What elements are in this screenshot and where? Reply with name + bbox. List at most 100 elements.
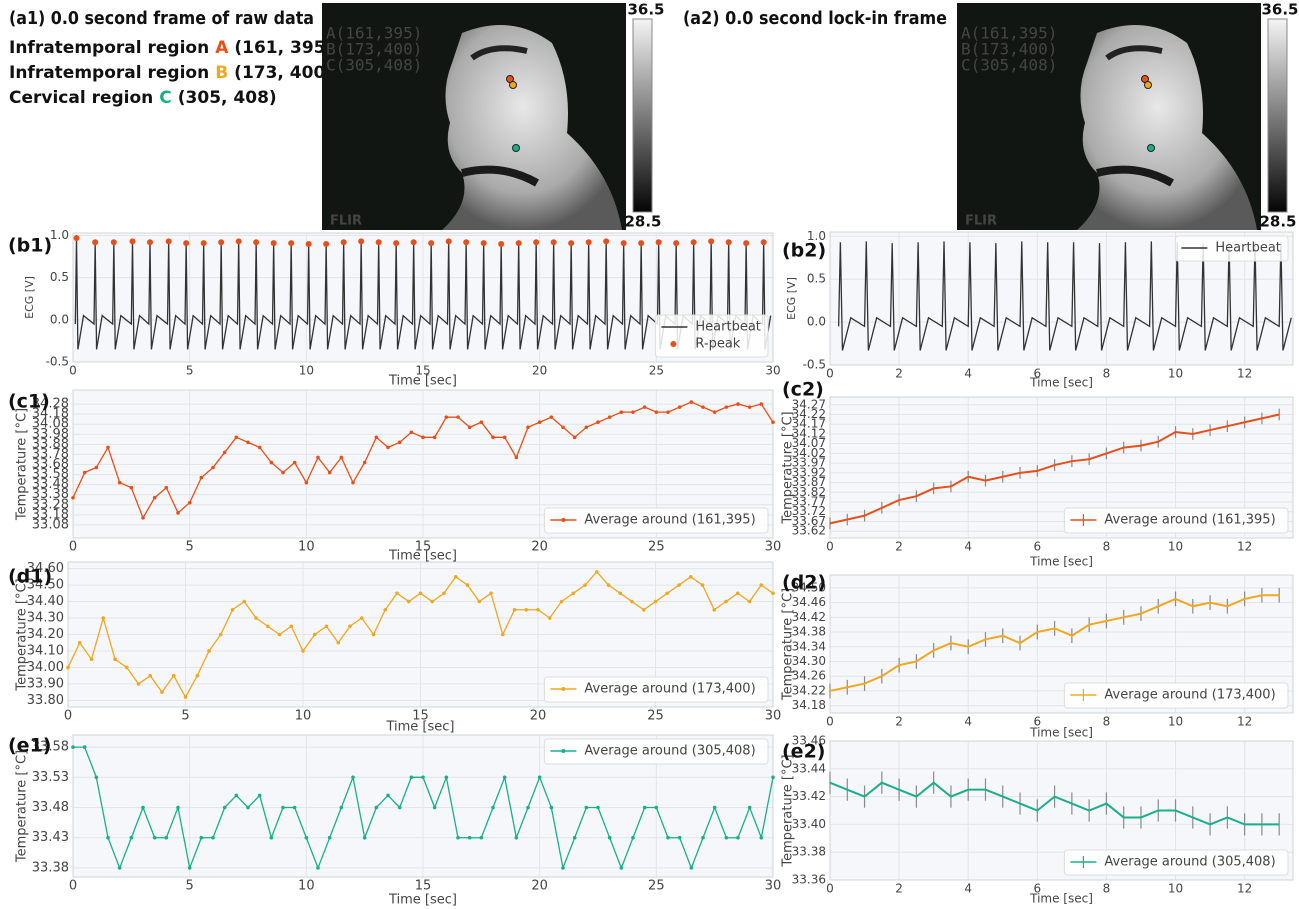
- point-marker: [512, 607, 517, 612]
- x-tick-label: 0: [826, 367, 834, 381]
- r-peak: [165, 238, 172, 245]
- point-marker: [489, 591, 493, 596]
- point-marker: [362, 835, 367, 840]
- point-marker: [106, 445, 110, 450]
- point-marker: [549, 805, 554, 810]
- y-tick-label: 33.92: [792, 465, 826, 479]
- point-marker: [514, 455, 519, 460]
- y-tick-label: 33.62: [792, 524, 826, 538]
- axes-frame: [72, 734, 774, 878]
- y-tick-label: 33.80: [27, 693, 64, 708]
- r-peak: [445, 238, 452, 245]
- point-marker: [327, 835, 332, 840]
- point-marker: [395, 591, 399, 596]
- y-tick-label: 34.12: [792, 426, 826, 440]
- point-marker: [409, 430, 414, 435]
- point-marker: [561, 866, 565, 870]
- region-row: Infratemporal region B (173, 400): [9, 63, 333, 83]
- point-marker: [316, 455, 320, 460]
- y-tick-label: 33.46: [792, 734, 826, 748]
- point-marker: [94, 465, 99, 470]
- r-peak: [305, 240, 312, 247]
- point-marker: [242, 599, 247, 604]
- legend: Average around (173,400): [1063, 682, 1289, 709]
- y-tick-label: 34.40: [27, 594, 64, 609]
- y-tick-label: 34.60: [27, 561, 64, 576]
- point-marker: [129, 835, 134, 840]
- point-marker: [479, 420, 484, 425]
- y-tick-label: 34.30: [27, 611, 64, 626]
- legend-label: Heartbeat: [1215, 241, 1281, 256]
- point-marker: [141, 516, 145, 520]
- point-marker: [491, 805, 495, 810]
- legend: Heartbeat: [1174, 235, 1289, 262]
- point-marker: [269, 835, 274, 840]
- point-marker: [1144, 81, 1152, 89]
- point-marker: [453, 575, 458, 579]
- point-marker: [712, 607, 717, 612]
- series-line: [829, 781, 1280, 826]
- point-marker: [222, 450, 227, 455]
- x-tick-label: 25: [648, 879, 665, 894]
- chart: 33.36 33.38 33.40 33.42 33.44 33.46 0 2 4 6 8 10 12 T…: [781, 734, 1294, 906]
- r-peak: [183, 240, 190, 247]
- chart: 33.6233.6733.7233.7733.8233.8733.9233.97…: [781, 379, 1294, 569]
- point-marker: [514, 835, 519, 840]
- point-marker: [736, 835, 740, 840]
- point-marker: [512, 144, 520, 152]
- point-marker: [71, 745, 75, 749]
- point-marker: [653, 599, 658, 604]
- x-tick-label: 10: [295, 709, 312, 724]
- thermal-image: FLIR A(161,395)B(173,400)C(305,408): [957, 3, 1261, 230]
- legend: Average around (305,408): [1063, 849, 1289, 876]
- point-marker: [183, 695, 188, 699]
- point-marker: [211, 465, 215, 470]
- legend-label: Average around (161,395): [1104, 513, 1275, 528]
- region-name: Infratemporal region: [9, 38, 209, 58]
- point-marker: [113, 657, 117, 662]
- point-marker: [735, 591, 740, 596]
- point-marker: [136, 682, 141, 686]
- x-tick-label: 5: [186, 364, 194, 378]
- point-marker: [500, 632, 505, 637]
- x-tick-label: 2: [895, 367, 903, 381]
- region-letter: A: [215, 38, 229, 58]
- point-marker: [160, 690, 164, 694]
- x-tick-label: 10: [299, 364, 314, 378]
- point-marker: [421, 775, 425, 780]
- axes-frame: [72, 232, 774, 363]
- x-tick-label: 6: [1033, 540, 1041, 554]
- x-tick-label: 15: [415, 879, 432, 894]
- legend: Average around (161,395): [1063, 507, 1289, 534]
- y-tick-label: 33.72: [792, 504, 826, 518]
- y-tick-label: 34.22: [792, 407, 826, 421]
- colorbar-scale: [1267, 18, 1288, 213]
- point-marker: [641, 607, 646, 612]
- point-marker: [397, 440, 402, 445]
- x-tick-label: 25: [647, 709, 664, 724]
- chart: 33.38 33.43 33.48 33.53 33.58 0 5 10 15 20 25 30 Tim…: [8, 734, 781, 908]
- x-tick-label: 10: [1168, 367, 1183, 381]
- x-tick-label: 0: [826, 715, 834, 729]
- point-marker: [257, 445, 262, 450]
- point-marker: [642, 805, 647, 810]
- r-peak: [358, 238, 365, 245]
- legend-swatch: [670, 341, 677, 347]
- x-tick-label: 0: [826, 882, 834, 896]
- point-marker: [561, 425, 565, 430]
- point-marker: [351, 775, 355, 780]
- point-marker: [549, 415, 554, 419]
- x-tick-label: 10: [1168, 715, 1183, 729]
- point-marker: [619, 410, 624, 414]
- r-peak: [147, 239, 153, 246]
- y-tick-label: 34.50: [27, 578, 64, 593]
- y-tick-label: 33.88: [32, 437, 69, 452]
- r-peak: [110, 239, 117, 246]
- point-label: B(173,400): [326, 40, 422, 59]
- y-tick-label: 34.07: [792, 436, 826, 450]
- x-tick-label: 6: [1033, 882, 1041, 896]
- x-axis-label: Time [sec]: [388, 549, 457, 564]
- x-axis-label: Time [sec]: [1029, 555, 1093, 569]
- point-marker: [583, 583, 587, 587]
- r-peak: [200, 240, 207, 247]
